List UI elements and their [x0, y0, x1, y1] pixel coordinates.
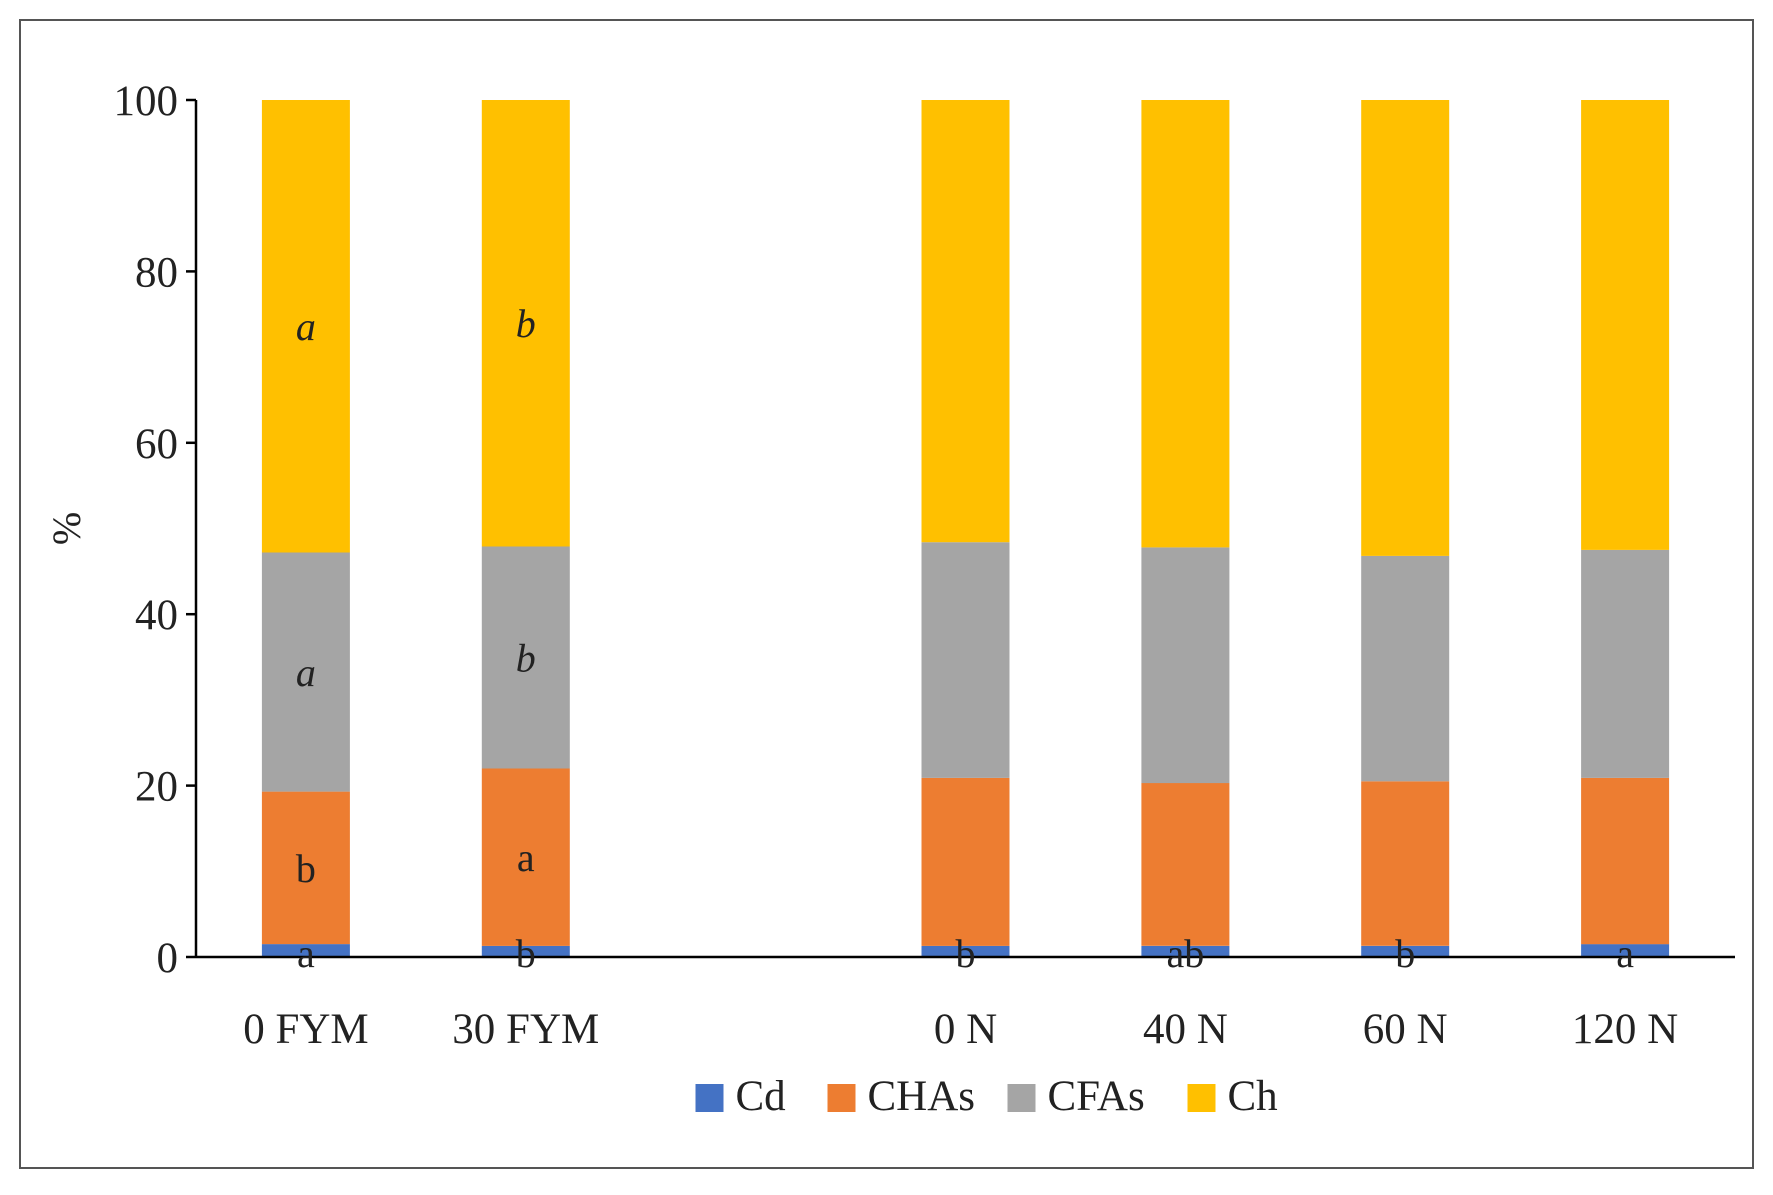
- annotation-0-fym-chas: b: [296, 846, 316, 891]
- x-tick-label-60-n: 60 N: [1363, 1006, 1448, 1053]
- legend-swatch-chas: [827, 1084, 856, 1112]
- bar-120-n-ch: [1581, 100, 1670, 550]
- bar-30-fym-cfas: [481, 546, 570, 769]
- bar-30-fym-chas: [481, 768, 570, 946]
- x-tick-label-40-n: 40 N: [1143, 1006, 1228, 1053]
- legend-label-cfas: CFAs: [1048, 1073, 1145, 1120]
- y-tick-label: 100: [114, 78, 179, 125]
- bars-layer: [261, 100, 1670, 957]
- x-tick-label-120-n: 120 N: [1572, 1006, 1678, 1053]
- legend-label-chas: CHAs: [868, 1073, 976, 1120]
- legend-swatch-cd: [695, 1084, 724, 1112]
- bar-120-n-cfas: [1581, 549, 1670, 778]
- bar-40-n-chas: [1141, 783, 1230, 946]
- bar-0-fym-cfas: [261, 552, 350, 792]
- y-tick-label: 40: [135, 592, 178, 639]
- bar-40-n-ch: [1141, 100, 1230, 548]
- bar-40-n-cfas: [1141, 547, 1230, 784]
- annotation-30-fym-cd: b: [516, 931, 536, 976]
- annotation-30-fym-cfas: b: [516, 635, 536, 680]
- bar-60-n-chas: [1361, 781, 1450, 946]
- bar-120-n-cd: [1581, 944, 1670, 957]
- x-tick-label-30-fym: 30 FYM: [452, 1006, 599, 1053]
- bar-0-n-chas: [921, 777, 1010, 946]
- bar-30-fym-cd: [481, 945, 570, 957]
- annotation-0-fym-ch: a: [296, 304, 316, 349]
- bar-60-n-cd: [1361, 945, 1450, 957]
- bar-0-n-ch: [921, 100, 1010, 543]
- legend-swatch-cfas: [1007, 1084, 1036, 1112]
- annotation-0-fym-cd: a: [297, 931, 315, 976]
- y-axis-title: %: [44, 512, 89, 545]
- bar-30-fym-ch: [481, 100, 570, 547]
- bar-0-fym-ch: [261, 100, 350, 553]
- x-tick-label-0-fym: 0 FYM: [243, 1006, 368, 1053]
- bar-60-n-cfas: [1361, 555, 1450, 782]
- axes-layer: [186, 98, 1735, 959]
- annotation-120-n-cd: a: [1616, 931, 1634, 976]
- labels-layer: 0 20 40 60 80 100% 0 FYM 30 FYM 0 N 40 N 60 N 120 N…: [44, 78, 1678, 1053]
- legend: Cd CHAs CFAs Ch: [695, 1073, 1278, 1120]
- y-tick-label: 60: [135, 421, 178, 468]
- bar-60-n-ch: [1361, 100, 1450, 556]
- y-tick-label: 20: [135, 764, 178, 811]
- x-tick-label-0-n: 0 N: [934, 1006, 997, 1053]
- annotation-60-n-cd: b: [1395, 931, 1415, 976]
- annotation-0-n-cd: b: [956, 931, 976, 976]
- legend-label-cd: Cd: [736, 1073, 786, 1120]
- y-tick-label: 80: [135, 249, 178, 296]
- annotation-0-fym-cfas: a: [296, 650, 316, 695]
- annotation-40-n-cd: ab: [1166, 931, 1204, 976]
- bar-40-n-cd: [1141, 945, 1230, 957]
- annotation-30-fym-ch: b: [516, 301, 536, 346]
- bar-0-fym-cd: [261, 944, 350, 957]
- annotation-30-fym-chas: a: [517, 835, 535, 880]
- bar-0-n-cd: [921, 945, 1010, 957]
- bar-0-fym-chas: [261, 791, 350, 945]
- y-tick-label: 0: [157, 935, 179, 982]
- legend-label-ch: Ch: [1228, 1073, 1278, 1120]
- bar-120-n-chas: [1581, 777, 1670, 945]
- bar-0-n-cfas: [921, 542, 1010, 778]
- legend-swatch-ch: [1187, 1084, 1216, 1112]
